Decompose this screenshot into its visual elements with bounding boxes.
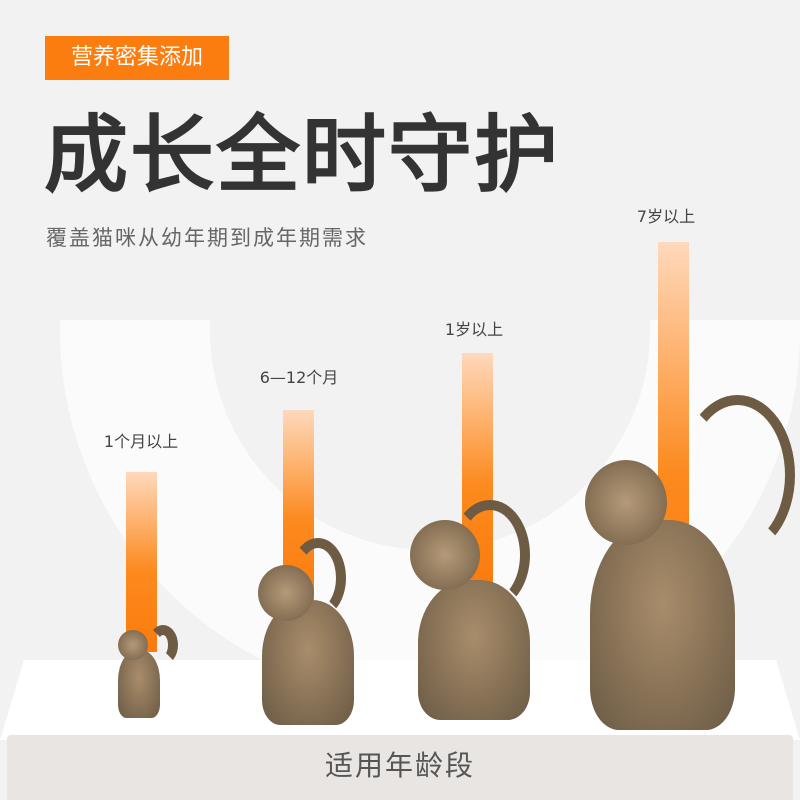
age-range-footer: 适用年龄段 [7,735,793,800]
stage-label-2: 6—12个月 [259,368,339,387]
stage-label-4: 7岁以上 [636,207,696,226]
page-title: 成长全时守护 [44,106,561,204]
stage-label-1: 1个月以上 [103,432,179,451]
nutrition-badge: 营养密集添加 [45,36,229,80]
subtitle: 覆盖猫咪从幼年期到成年期需求 [46,226,368,250]
stage-label-3: 1岁以上 [444,320,504,339]
stage-bar-1 [126,472,157,652]
